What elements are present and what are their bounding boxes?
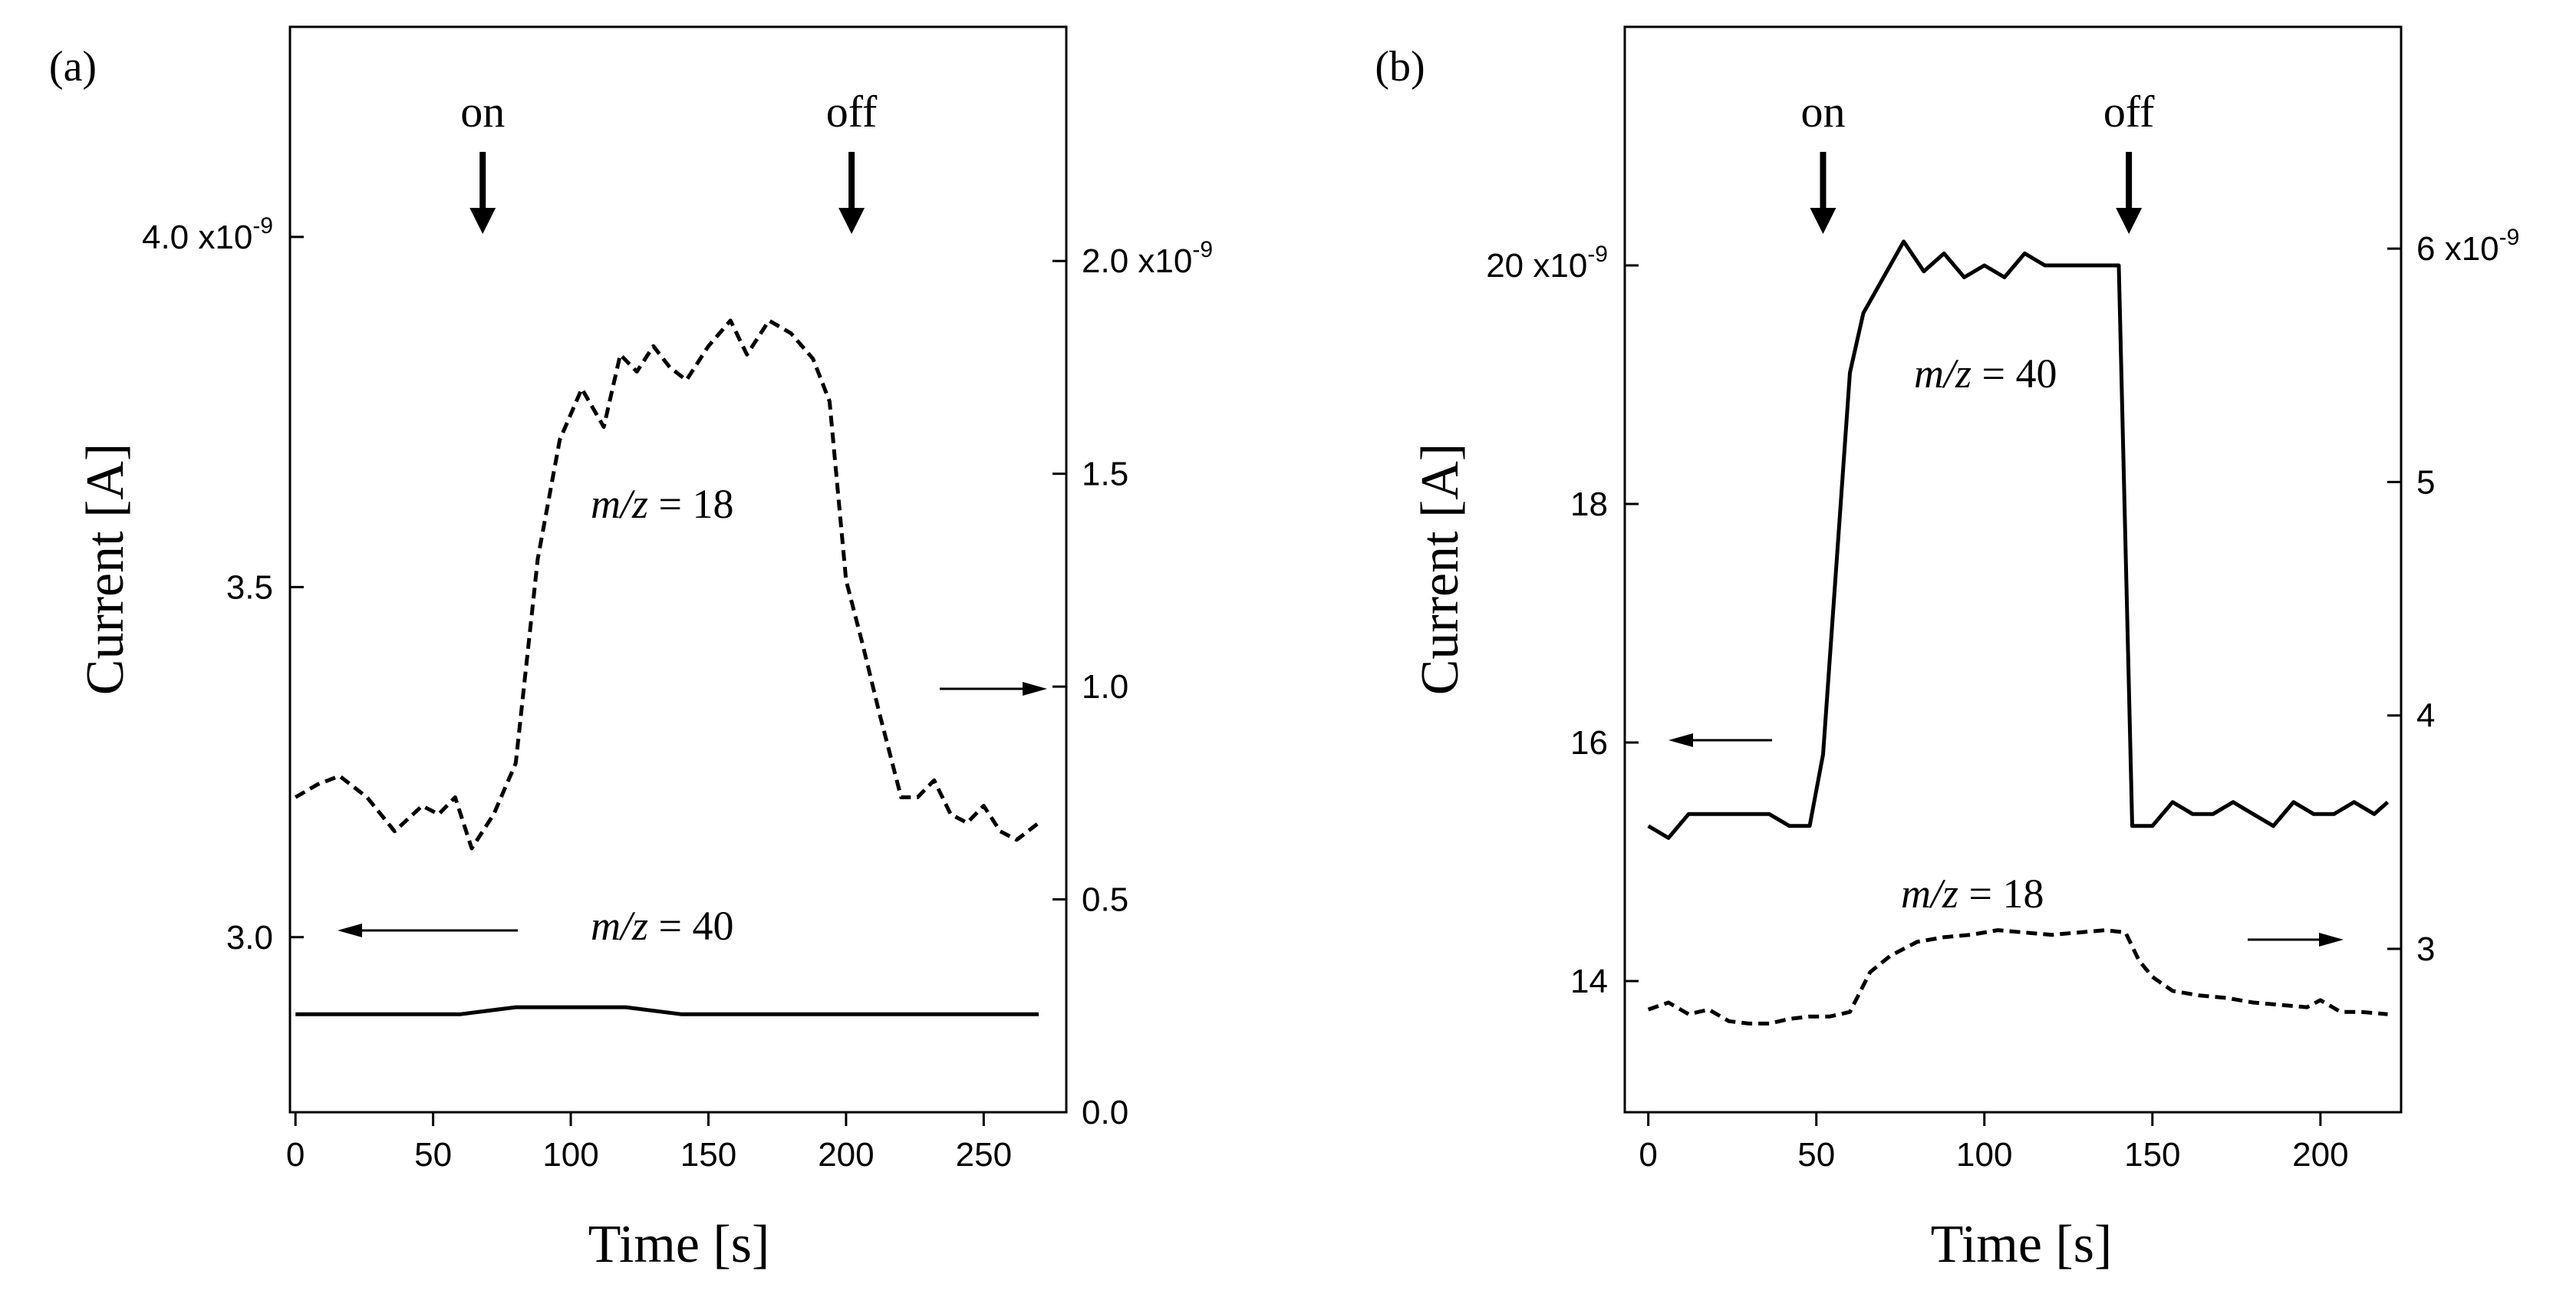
axis-indicator-arrow-left-head xyxy=(1668,733,1693,747)
series-label: m/z = 40 xyxy=(1914,351,2057,397)
axis-indicator-arrow-left-head xyxy=(338,924,362,937)
right-y-tick-label: 2.0 x10-9 xyxy=(1082,237,1213,280)
panel-a: (a) 0 50 100 150 200 250 3.0 3.5 4.0 x10-9 0.0 0.5 1… xyxy=(49,25,1213,1274)
series-line-right xyxy=(294,318,1040,851)
axis-indicator-arrow-right-head xyxy=(1023,682,1047,696)
annotation-off: off xyxy=(826,87,878,137)
right-y-tick-label: 1.0 xyxy=(1082,668,1128,706)
x-tick-label: 150 xyxy=(2124,1136,2180,1174)
right-y-tick-label: 1.5 xyxy=(1082,456,1128,493)
annotation-arrow-off-head xyxy=(838,208,865,234)
left-y-tick-label: 18 xyxy=(1570,486,1608,523)
y-axis-title: Current [A] xyxy=(76,443,135,696)
left-y-tick-label: 14 xyxy=(1570,963,1608,1000)
x-tick-label: 50 xyxy=(414,1136,452,1174)
annotation-arrow-on-head xyxy=(1810,208,1836,234)
x-tick-label: 100 xyxy=(1956,1136,2012,1174)
y-axis-title: Current [A] xyxy=(1411,443,1470,696)
x-tick-label: 200 xyxy=(818,1136,874,1174)
series-line-left xyxy=(295,1005,1039,1016)
x-tick-label: 250 xyxy=(956,1136,1012,1174)
annotation-on: on xyxy=(1800,87,1845,137)
plot-frame xyxy=(1623,25,2403,1114)
x-tick-label: 50 xyxy=(1797,1136,1835,1174)
right-y-tick-label: 3 xyxy=(2416,930,2435,968)
x-tick-label: 0 xyxy=(1639,1136,1657,1174)
x-tick-label: 200 xyxy=(2292,1136,2348,1174)
annotation-arrow-off-head xyxy=(2116,208,2143,234)
x-axis-title: Time [s] xyxy=(1931,1215,2113,1274)
left-y-tick-label: 3.0 xyxy=(226,919,273,957)
panel-label: (b) xyxy=(1375,43,1425,91)
x-tick-label: 100 xyxy=(542,1136,598,1174)
axis-indicator-arrow-right-head xyxy=(2319,933,2344,947)
x-tick-label: 150 xyxy=(680,1136,736,1174)
plot-frame xyxy=(288,25,1068,1114)
left-y-tick-label: 3.5 xyxy=(226,568,273,606)
left-y-tick-label: 4.0 x10-9 xyxy=(142,213,273,256)
right-y-tick-label: 0.0 xyxy=(1082,1094,1128,1131)
left-y-tick-label: 16 xyxy=(1570,724,1608,762)
right-y-tick-label: 0.5 xyxy=(1082,881,1128,919)
right-y-tick-label: 4 xyxy=(2416,697,2435,735)
series-label: m/z = 40 xyxy=(591,903,733,949)
left-y-tick-label: 20 x10-9 xyxy=(1486,242,1608,285)
series-label: m/z = 18 xyxy=(1901,871,2044,917)
x-axis-title: Time [s] xyxy=(588,1215,770,1274)
series-line-right xyxy=(1647,928,2388,1026)
panel-b: (b) 0 50 100 150 200 14 16 18 20 x10-9 3 4 5 6 x10-9 m… xyxy=(1375,25,2519,1274)
annotation-off: off xyxy=(2103,87,2155,137)
annotation-on: on xyxy=(460,87,505,137)
series-label: m/z = 18 xyxy=(591,481,733,527)
panel-label: (a) xyxy=(49,43,97,91)
annotation-arrow-on-head xyxy=(469,208,496,234)
series-line-left xyxy=(1647,239,2390,840)
x-tick-label: 0 xyxy=(286,1136,305,1174)
right-y-tick-label: 5 xyxy=(2416,463,2435,501)
right-y-tick-label: 6 x10-9 xyxy=(2416,225,2519,268)
